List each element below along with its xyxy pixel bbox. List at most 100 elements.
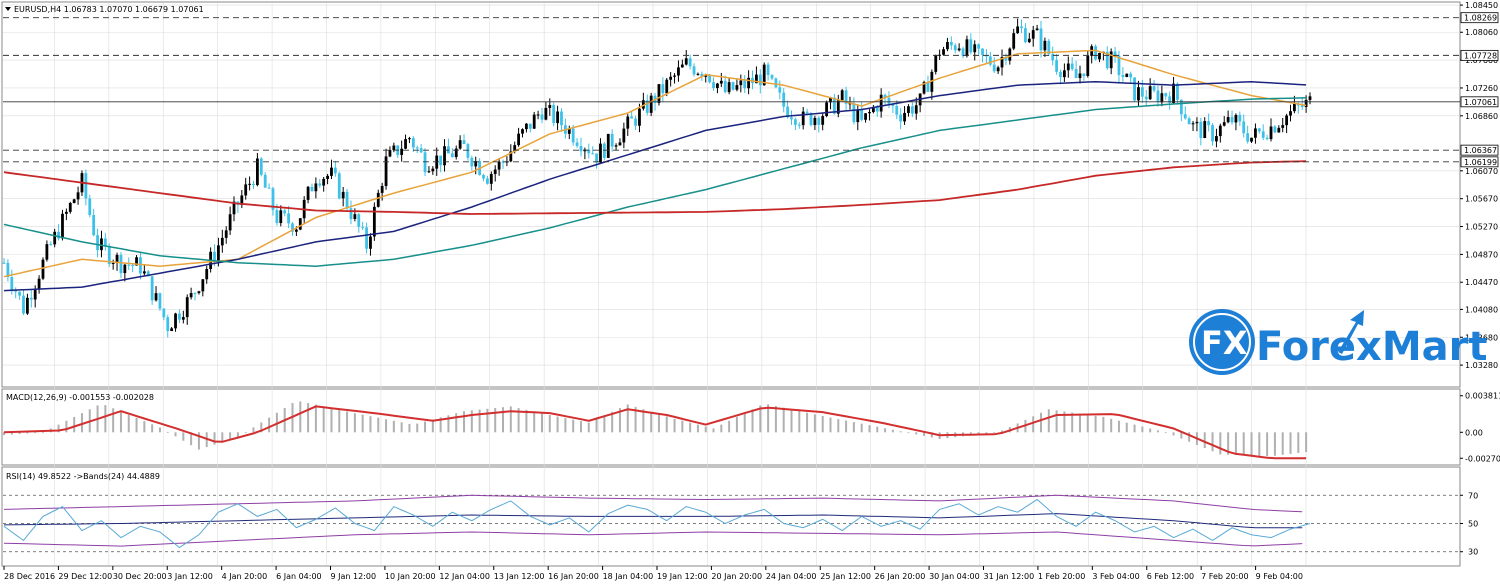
- macd-layer: [3, 401, 1308, 460]
- bear-candle: [411, 138, 415, 148]
- time-axis-label: 26 Jan 20:00: [875, 572, 926, 581]
- price-axis-label: 1.06860: [1465, 112, 1498, 121]
- bull-candle: [330, 167, 333, 176]
- bull-candle: [408, 138, 411, 140]
- price-level-tag-label: 1.06367: [1464, 146, 1497, 155]
- macd-histogram-bar: [260, 422, 263, 433]
- macd-histogram-bar: [119, 411, 122, 433]
- rsi-line: [3, 498, 1311, 549]
- macd-histogram-bar: [759, 405, 762, 433]
- bear-candle: [162, 308, 166, 318]
- macd-histogram-bar: [244, 432, 247, 434]
- bull-candle: [1218, 125, 1222, 137]
- bear-candle: [1265, 137, 1269, 140]
- macd-histogram-bar: [268, 417, 271, 433]
- macd-histogram-bar: [899, 431, 902, 433]
- time-axis-label: 1 Feb 20:00: [1038, 572, 1085, 581]
- macd-histogram-bar: [806, 412, 809, 433]
- macd-histogram-bar: [151, 424, 154, 433]
- logo-name: ForexMart: [1256, 324, 1487, 370]
- bear-candle: [571, 128, 575, 143]
- dropdown-triangle-icon[interactable]: [5, 7, 11, 11]
- bear-candle: [778, 87, 782, 93]
- bear-candle: [875, 107, 879, 112]
- bull-candle: [64, 211, 68, 214]
- macd-histogram-bar: [455, 413, 458, 433]
- bull-candle: [1234, 114, 1238, 123]
- bear-candle: [1211, 125, 1214, 142]
- bull-candle: [1012, 33, 1016, 49]
- bear-candle: [610, 133, 614, 147]
- macd-histogram-bar: [408, 423, 411, 433]
- macd-histogram-bar: [579, 421, 582, 433]
- macd-histogram-bar: [1063, 411, 1066, 433]
- bull-candle: [509, 151, 513, 162]
- macd-histogram-bar: [1297, 432, 1300, 453]
- bear-candle: [1164, 93, 1168, 97]
- bull-candle: [244, 184, 248, 196]
- axis-layer: 1.084501.080601.076601.072601.068601.060…: [3, 1, 1500, 581]
- price-axis-label: 1.08060: [1465, 28, 1498, 37]
- bear-candle: [860, 109, 864, 120]
- bear-candle: [1144, 96, 1148, 100]
- bear-candle: [1261, 131, 1265, 138]
- macd-histogram-bar: [1281, 432, 1284, 455]
- bear-candle: [887, 97, 891, 105]
- macd-histogram-bar: [416, 423, 419, 433]
- bull-candle: [1222, 122, 1226, 126]
- macd-histogram-bar: [657, 414, 660, 433]
- bear-candle: [743, 80, 747, 89]
- bear-candle: [969, 39, 973, 53]
- bull-candle: [879, 94, 883, 112]
- time-axis-label: 31 Jan 12:00: [984, 572, 1035, 581]
- bull-candle: [1254, 128, 1257, 138]
- bull-candle: [556, 111, 559, 124]
- bear-candle: [766, 64, 770, 76]
- bull-candle: [431, 168, 435, 172]
- macd-histogram-bar: [104, 405, 107, 433]
- bear-candle: [92, 215, 96, 236]
- bull-candle: [1289, 111, 1292, 116]
- bull-candle: [1172, 83, 1175, 104]
- time-axis-label: 3 Feb 04:00: [1092, 572, 1139, 581]
- bear-candle: [793, 119, 797, 125]
- bear-candle: [949, 41, 953, 46]
- bull-candle: [392, 145, 396, 151]
- macd-histogram-bar: [73, 416, 76, 433]
- bull-candle: [240, 195, 244, 205]
- bull-candle: [1293, 103, 1296, 112]
- macd-histogram-bar: [829, 417, 832, 433]
- bear-candle: [271, 188, 275, 211]
- bull-candle: [1285, 115, 1289, 126]
- bear-candle: [57, 231, 60, 239]
- bull-candle: [1035, 28, 1039, 31]
- bull-candle: [185, 297, 189, 318]
- macd-histogram-bar: [1032, 416, 1035, 433]
- rsi-layer: [3, 494, 1460, 553]
- bull-candle: [205, 268, 209, 280]
- macd-histogram-bar: [525, 409, 528, 433]
- macd-histogram-bar: [470, 410, 473, 433]
- macd-histogram-bar: [478, 409, 481, 433]
- bull-candle: [100, 238, 103, 251]
- macd-histogram-bar: [790, 409, 793, 433]
- bull-candle: [532, 114, 536, 129]
- macd-histogram-bar: [540, 413, 543, 433]
- rsi-title: RSI(14) 49.8522 ->Bands(24) 44.4889: [6, 472, 160, 481]
- bull-candle: [53, 231, 57, 245]
- bear-candle: [708, 74, 712, 83]
- bull-candle: [665, 79, 669, 94]
- bull-candle: [719, 80, 723, 84]
- bull-candle: [294, 229, 298, 232]
- bull-candle: [458, 140, 462, 149]
- bear-candle: [466, 144, 470, 158]
- bear-candle: [150, 276, 154, 301]
- bull-candle: [626, 116, 630, 129]
- bull-candle: [1148, 86, 1152, 100]
- bull-candle: [762, 64, 766, 86]
- bull-candle: [618, 142, 622, 146]
- macd-histogram-bar: [1156, 430, 1159, 433]
- macd-histogram-bar: [1086, 414, 1089, 433]
- macd-histogram-bar: [361, 414, 364, 433]
- bull-candle: [922, 82, 926, 94]
